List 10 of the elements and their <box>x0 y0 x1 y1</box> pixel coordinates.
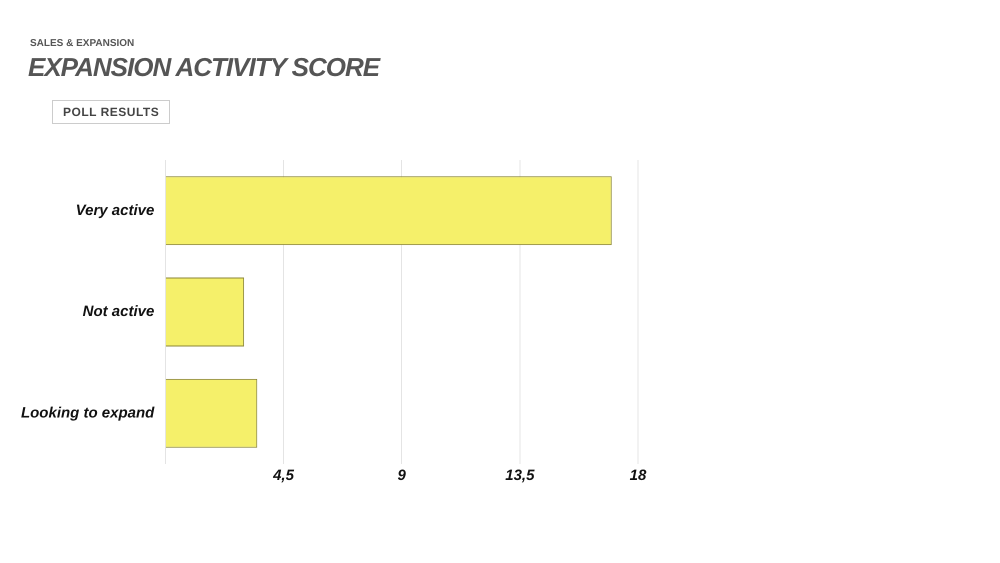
x-tick-label: 4,5 <box>272 467 295 484</box>
y-tick-label: Not active <box>82 303 154 320</box>
y-tick-label: Looking to expand <box>20 404 156 422</box>
y-tick-label: Very active <box>76 202 154 219</box>
text: POLL RESULTS <box>52 100 170 124</box>
x-tick-label: 18 <box>630 467 647 484</box>
text: SALES & EXPANSION <box>30 38 134 49</box>
x-tick-label: 9 <box>397 467 406 484</box>
chart-title: EXPANSION ACTIVITY SCORE <box>28 52 380 83</box>
x-tick-label: 13,5 <box>505 467 536 484</box>
